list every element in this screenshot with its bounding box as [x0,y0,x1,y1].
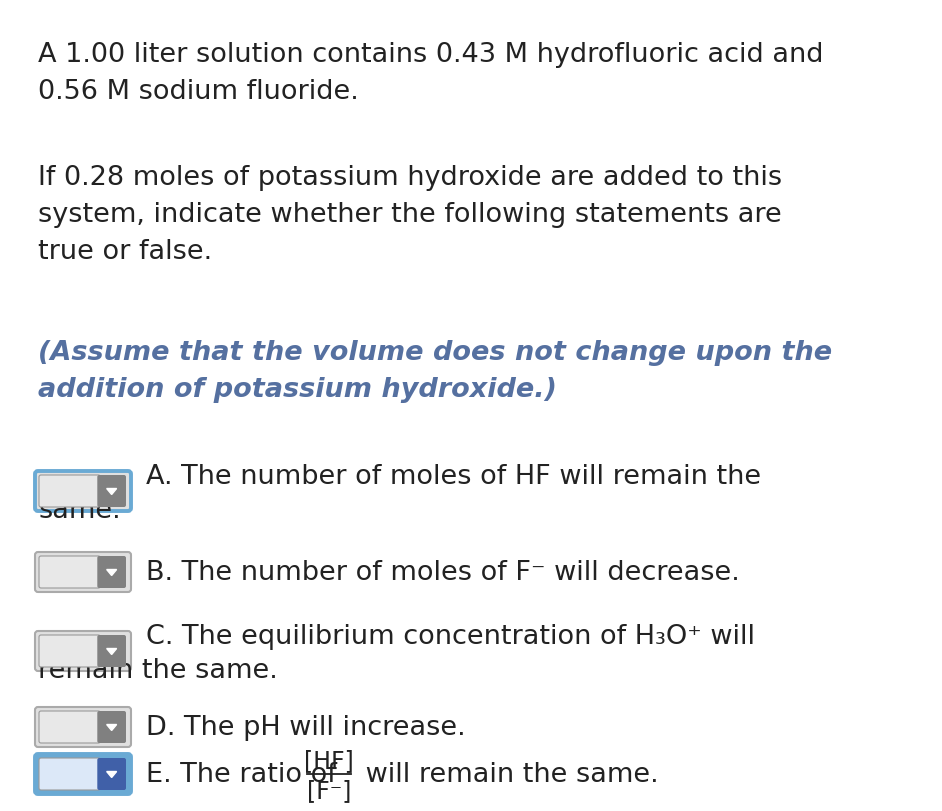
Text: (Assume that the volume does not change upon the
addition of potassium hydroxide: (Assume that the volume does not change … [38,340,832,402]
FancyBboxPatch shape [35,631,131,672]
FancyBboxPatch shape [35,471,131,512]
FancyBboxPatch shape [39,475,100,508]
Text: same.: same. [38,497,121,523]
Text: A 1.00 liter solution contains 0.43 M hydrofluoric acid and
0.56 M sodium fluori: A 1.00 liter solution contains 0.43 M hy… [38,42,823,105]
Polygon shape [106,724,117,731]
Polygon shape [106,771,117,778]
FancyBboxPatch shape [39,711,100,743]
Text: remain the same.: remain the same. [38,657,278,683]
FancyBboxPatch shape [35,552,131,592]
Text: [F⁻]: [F⁻] [307,778,351,802]
Polygon shape [106,570,117,576]
Text: will remain the same.: will remain the same. [357,761,658,787]
FancyBboxPatch shape [97,635,126,667]
FancyBboxPatch shape [39,635,100,667]
FancyBboxPatch shape [97,475,126,508]
Text: [HF]: [HF] [304,748,354,772]
FancyBboxPatch shape [97,556,126,588]
Text: D. The pH will increase.: D. The pH will increase. [146,714,465,740]
FancyBboxPatch shape [97,711,126,743]
Text: C. The equilibrium concentration of H₃O⁺ will: C. The equilibrium concentration of H₃O⁺… [146,623,755,649]
FancyBboxPatch shape [97,758,126,790]
FancyBboxPatch shape [39,758,100,790]
Polygon shape [106,489,117,495]
Text: If 0.28 moles of potassium hydroxide are added to this
system, indicate whether : If 0.28 moles of potassium hydroxide are… [38,165,782,264]
FancyBboxPatch shape [35,754,131,794]
Text: E. The ratio of: E. The ratio of [146,761,346,787]
Text: A. The number of moles of HF will remain the: A. The number of moles of HF will remain… [146,463,761,489]
FancyBboxPatch shape [35,707,131,747]
Text: B. The number of moles of F⁻ will decrease.: B. The number of moles of F⁻ will decrea… [146,560,739,586]
FancyBboxPatch shape [39,556,100,588]
Polygon shape [106,649,117,654]
